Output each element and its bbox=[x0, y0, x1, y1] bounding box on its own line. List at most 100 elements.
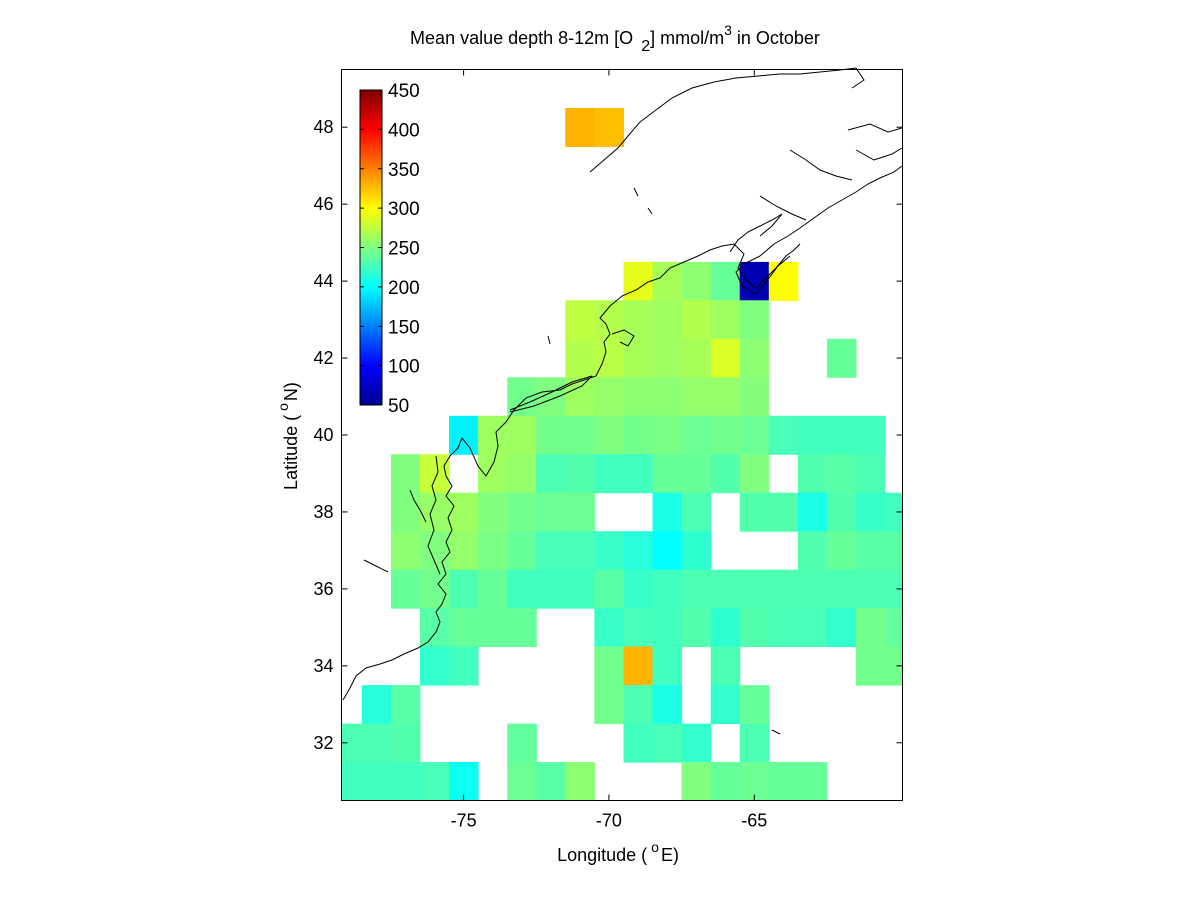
heatmap-cell bbox=[710, 300, 741, 340]
heatmap-cells bbox=[341, 108, 903, 801]
heatmap-cell bbox=[681, 415, 712, 455]
heatmap-cell bbox=[449, 646, 479, 686]
title-mid: ] mmol/m bbox=[650, 28, 724, 48]
heatmap-cell bbox=[797, 492, 828, 532]
heatmap-cell bbox=[536, 454, 566, 494]
heatmap-cell bbox=[710, 338, 741, 378]
heatmap-cell bbox=[826, 338, 857, 378]
heatmap-cell bbox=[390, 492, 421, 532]
heatmap-cell bbox=[826, 415, 857, 455]
heatmap-cell bbox=[768, 261, 799, 301]
heatmap-cell bbox=[797, 531, 828, 571]
heatmap-cell bbox=[565, 377, 595, 417]
heatmap-cell bbox=[710, 685, 741, 725]
heatmap-cell bbox=[390, 685, 421, 725]
heatmap-cell bbox=[449, 569, 479, 609]
coastline-cape-cod bbox=[611, 329, 635, 347]
heatmap-cell bbox=[681, 723, 712, 763]
heatmap-cell bbox=[739, 377, 770, 417]
heatmap-cell bbox=[768, 608, 799, 648]
y-axis-label: Latitude (o N) bbox=[275, 382, 301, 490]
heatmap-cell bbox=[565, 492, 595, 532]
heatmap-cell bbox=[856, 646, 886, 686]
heatmap-cell bbox=[390, 723, 421, 763]
heatmap-cell bbox=[449, 531, 479, 571]
heatmap-cell bbox=[478, 608, 508, 648]
colorbar-tick-label: 350 bbox=[388, 160, 420, 181]
heatmap-cell bbox=[623, 569, 654, 609]
heatmap-cell bbox=[536, 762, 566, 801]
heatmap-cell bbox=[420, 608, 450, 648]
colorbar-tick-label: 400 bbox=[388, 120, 420, 141]
heatmap-cell bbox=[652, 723, 683, 763]
colorbar-tick-label: 250 bbox=[388, 239, 420, 260]
y-tick-label: 38 bbox=[313, 502, 333, 522]
heatmap-cell bbox=[390, 569, 421, 609]
heatmap-cell bbox=[478, 454, 508, 494]
heatmap-cell bbox=[768, 415, 799, 455]
heatmap-cell bbox=[594, 338, 624, 378]
heatmap-cell bbox=[710, 569, 741, 609]
heatmap-cell bbox=[652, 685, 683, 725]
heatmap-cell bbox=[623, 723, 654, 763]
heatmap-cell bbox=[507, 723, 537, 763]
heatmap-cell bbox=[565, 415, 595, 455]
heatmap-cell bbox=[507, 492, 537, 532]
heatmap-cell bbox=[681, 338, 712, 378]
heatmap-cell bbox=[341, 762, 363, 801]
colorbar-tick-label: 200 bbox=[388, 278, 420, 299]
heatmap-cell bbox=[478, 569, 508, 609]
heatmap-cell bbox=[652, 300, 683, 340]
heatmap-cell bbox=[885, 646, 903, 686]
heatmap-cell bbox=[652, 454, 683, 494]
heatmap-cell bbox=[652, 338, 683, 378]
heatmap-cell bbox=[623, 377, 654, 417]
heatmap-cell bbox=[478, 415, 508, 455]
x-axis-degree-symbol: o bbox=[651, 839, 659, 855]
y-tick-label: 34 bbox=[313, 656, 333, 676]
heatmap-cell bbox=[420, 762, 450, 801]
heatmap-cell bbox=[739, 300, 770, 340]
y-tick-label: 32 bbox=[313, 733, 333, 753]
coastline-gulf-st-lawrence bbox=[589, 67, 865, 221]
heatmap-cell bbox=[420, 492, 450, 532]
heatmap-cell bbox=[623, 415, 654, 455]
heatmap-cell bbox=[623, 608, 654, 648]
x-tick-label: -70 bbox=[596, 811, 622, 831]
y-axis-label-prefix: Latitude ( bbox=[281, 415, 301, 490]
heatmap-cell bbox=[856, 492, 886, 532]
coastline-chesapeake bbox=[409, 455, 441, 575]
heatmap-cell bbox=[681, 300, 712, 340]
heatmap-cell bbox=[826, 454, 857, 494]
heatmap-cell bbox=[710, 377, 741, 417]
y-tick-label: 44 bbox=[313, 271, 333, 291]
heatmap-cell bbox=[826, 492, 857, 532]
axes: -75 -70 -65 32 34 36 38 40 42 44 46 48 bbox=[313, 69, 903, 831]
heatmap-cell bbox=[710, 415, 741, 455]
heatmap-cell bbox=[623, 685, 654, 725]
heatmap-cell bbox=[507, 377, 537, 417]
heatmap-cell bbox=[536, 492, 566, 532]
heatmap-cell bbox=[594, 608, 624, 648]
heatmap-cell bbox=[739, 338, 770, 378]
heatmap-cell bbox=[652, 531, 683, 571]
heatmap-cell bbox=[710, 454, 741, 494]
coastline-pei-cape-breton bbox=[847, 123, 903, 161]
heatmap-cell bbox=[681, 608, 712, 648]
heatmap-cell bbox=[623, 261, 654, 301]
heatmap-cell bbox=[594, 531, 624, 571]
heatmap-cell bbox=[710, 762, 741, 801]
title-superscript: 3 bbox=[724, 22, 732, 38]
heatmap-cell bbox=[681, 454, 712, 494]
heatmap-cell bbox=[681, 377, 712, 417]
heatmap-cell bbox=[739, 569, 770, 609]
heatmap-cell bbox=[623, 646, 654, 686]
heatmap-cell bbox=[681, 492, 712, 532]
y-tick-label: 42 bbox=[313, 348, 333, 368]
heatmap-cell bbox=[623, 454, 654, 494]
heatmap-cell bbox=[536, 531, 566, 571]
heatmap-cell bbox=[885, 608, 903, 648]
heatmap-cell bbox=[739, 608, 770, 648]
heatmap-cell bbox=[826, 531, 857, 571]
